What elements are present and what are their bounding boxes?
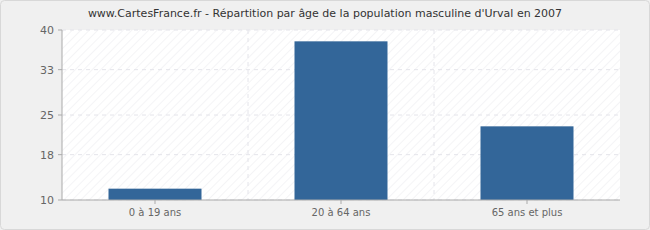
y-tick-label: 40 [40,24,54,37]
x-tick [155,200,156,204]
y-tick-label: 25 [40,109,54,122]
bar [295,41,388,200]
x-tick-label: 0 à 19 ans [129,207,181,218]
bars [109,41,574,200]
x-tick [341,200,342,204]
y-axis [62,30,63,200]
y-tick-label: 33 [40,64,54,77]
title: www.CartesFrance.fr - Répartition par âg… [88,7,562,20]
y-tick-label: 18 [40,149,54,162]
bar [109,189,202,200]
background [1,1,650,230]
y-tick-label: 10 [40,194,54,207]
grid-line-v [248,30,249,200]
y-tick [58,69,62,70]
x-tick-label: 65 ans et plus [492,207,563,218]
y-tick [58,200,62,201]
plot-area [62,30,620,200]
chart-container: www.CartesFrance.fr - Répartition par âg… [0,0,650,230]
x-tick-label: 20 à 64 ans [312,207,371,218]
y-tick [58,115,62,116]
x-tick [527,200,528,204]
y-tick [58,154,62,155]
grid-line-v [434,30,435,200]
chart: www.CartesFrance.fr - Répartition par âg… [0,0,650,230]
grid-line [62,30,620,31]
bar [481,126,574,200]
y-tick [58,30,62,31]
